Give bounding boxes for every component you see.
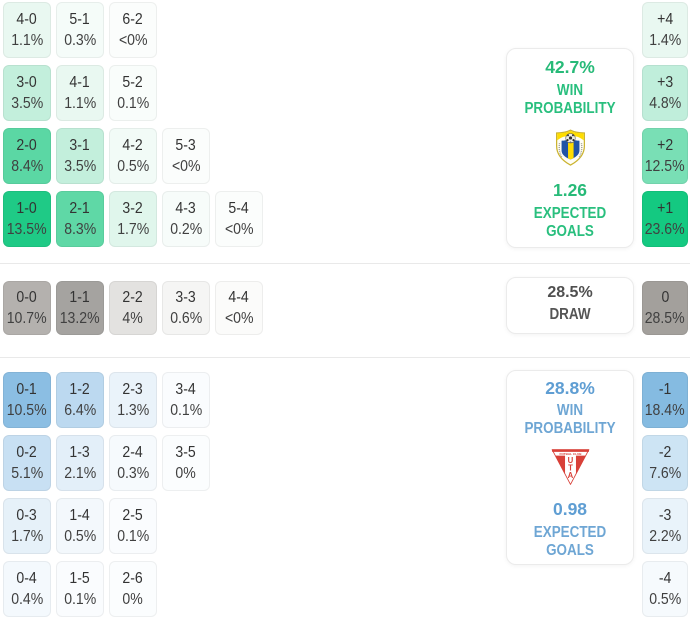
svg-text:U: U [567,456,573,465]
svg-text:T: T [568,463,573,472]
svg-text:A: A [567,471,573,480]
svg-text:FOTBAL CLUB: FOTBAL CLUB [559,452,582,456]
